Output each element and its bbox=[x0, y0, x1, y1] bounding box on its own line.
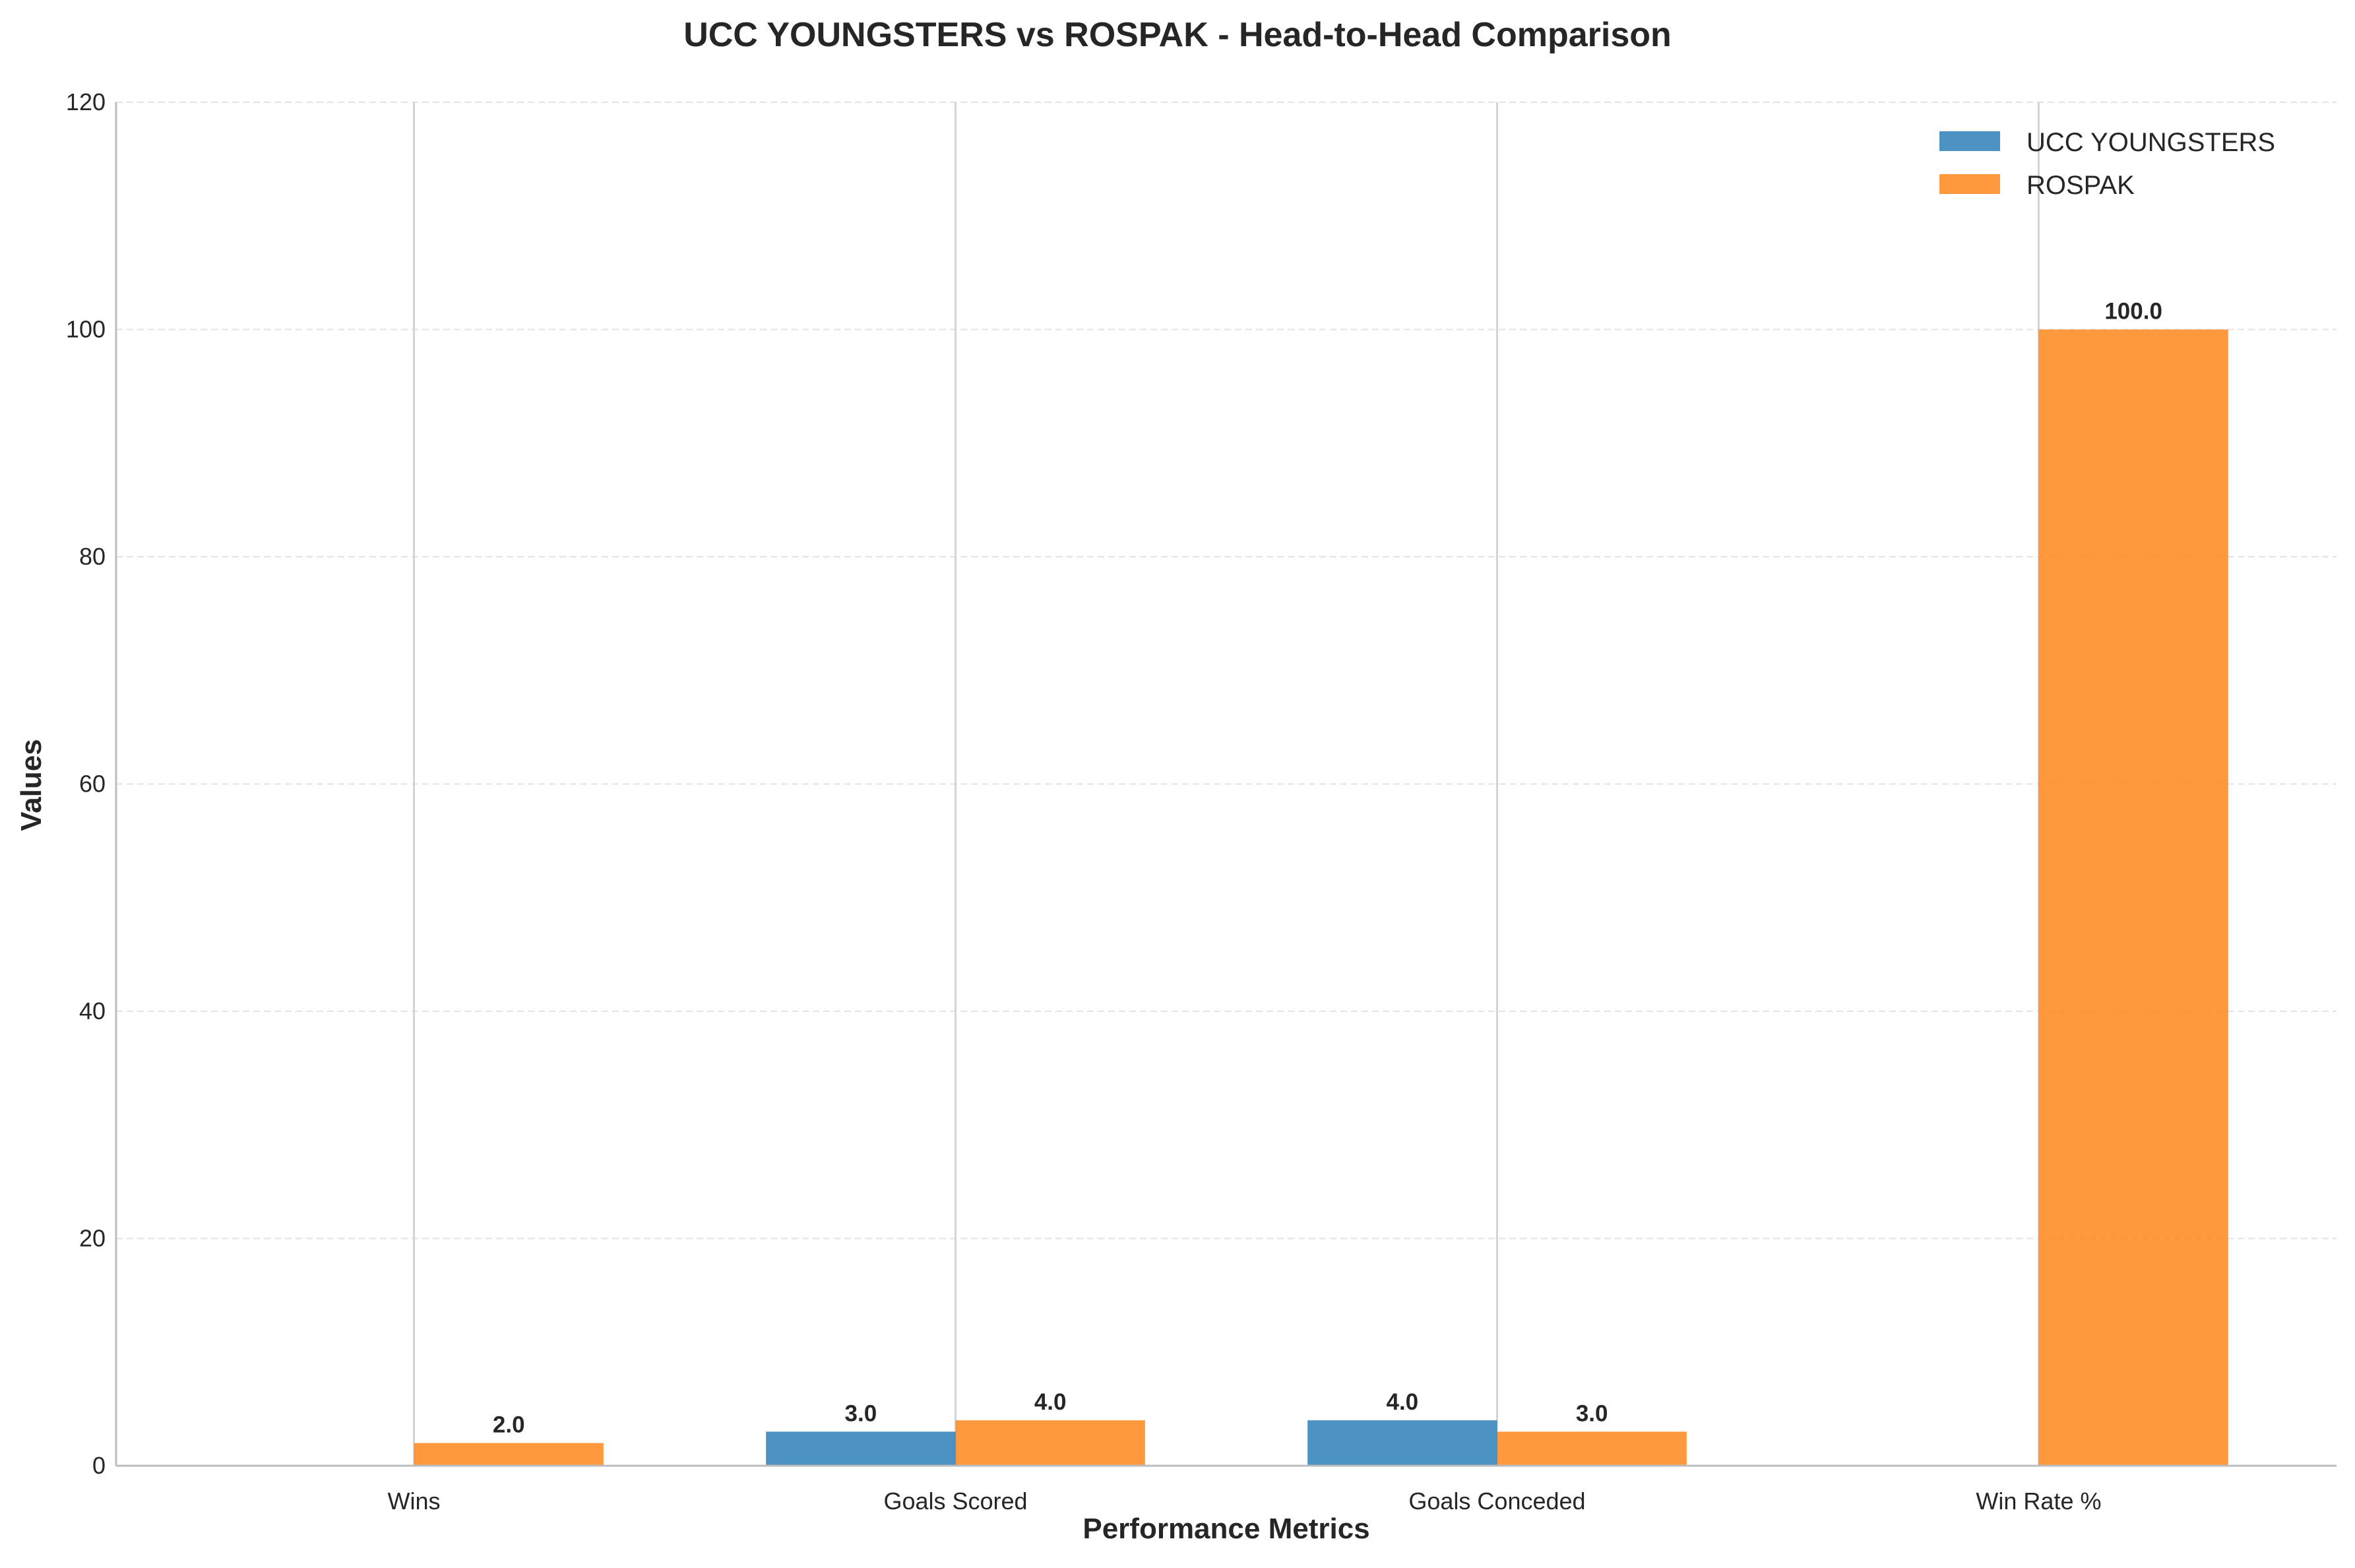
bar-rospak-goals-scored bbox=[955, 1420, 1145, 1466]
x-tick-label-goals-scored: Goals Scored bbox=[883, 1488, 1027, 1515]
axes-layer: 0 20 40 60 80 100 120 Wins Goals Scored Goals Con… bbox=[66, 88, 2337, 1515]
x-axis-label: Performance Metrics bbox=[1083, 1513, 1369, 1545]
y-tick-label-0: 0 bbox=[92, 1452, 106, 1479]
legend-swatch-ucc-youngsters bbox=[1939, 131, 2000, 151]
legend-label-ucc-youngsters: UCC YOUNGSTERS bbox=[2026, 128, 2275, 157]
data-label-ucc-youngsters-goals-scored: 3.0 bbox=[845, 1400, 877, 1426]
y-tick-label-100: 100 bbox=[66, 316, 106, 343]
bar-ucc-youngsters-goals-scored bbox=[766, 1431, 956, 1466]
bar-rospak-goals-conceded bbox=[1497, 1431, 1687, 1466]
y-tick-label-120: 120 bbox=[66, 88, 106, 115]
y-tick-label-20: 20 bbox=[79, 1225, 106, 1252]
labels-layer: 3.0 4.0 2.0 4.0 3.0 100.0 bbox=[493, 299, 2162, 1438]
x-tick-label-win-rate: Win Rate % bbox=[1976, 1488, 2101, 1515]
bars-layer bbox=[414, 329, 2228, 1466]
bar-rospak-wins bbox=[414, 1443, 604, 1466]
y-tick-label-40: 40 bbox=[79, 997, 106, 1024]
data-label-rospak-wins: 2.0 bbox=[493, 1412, 525, 1438]
chart-title: UCC YOUNGSTERS vs ROSPAK - Head-to-Head … bbox=[683, 16, 1672, 54]
legend-swatch-rospak bbox=[1939, 174, 2000, 194]
data-label-rospak-goals-conceded: 3.0 bbox=[1576, 1400, 1608, 1426]
x-tick-label-wins: Wins bbox=[388, 1488, 441, 1515]
grid-layer bbox=[116, 102, 2337, 1466]
data-label-ucc-youngsters-goals-conceded: 4.0 bbox=[1386, 1389, 1418, 1415]
y-tick-label-80: 80 bbox=[79, 543, 106, 570]
bar-ucc-youngsters-goals-conceded bbox=[1307, 1420, 1497, 1466]
y-tick-label-60: 60 bbox=[79, 770, 106, 798]
bar-rospak-win-rate bbox=[2038, 329, 2228, 1466]
data-label-rospak-goals-scored: 4.0 bbox=[1034, 1389, 1067, 1415]
x-tick-label-goals-conceded: Goals Conceded bbox=[1408, 1488, 1585, 1515]
legend: UCC YOUNGSTERS ROSPAK bbox=[1939, 128, 2275, 200]
y-axis-label: Values bbox=[15, 739, 47, 831]
legend-label-rospak: ROSPAK bbox=[2026, 171, 2135, 200]
data-label-rospak-win-rate: 100.0 bbox=[2104, 299, 2162, 325]
